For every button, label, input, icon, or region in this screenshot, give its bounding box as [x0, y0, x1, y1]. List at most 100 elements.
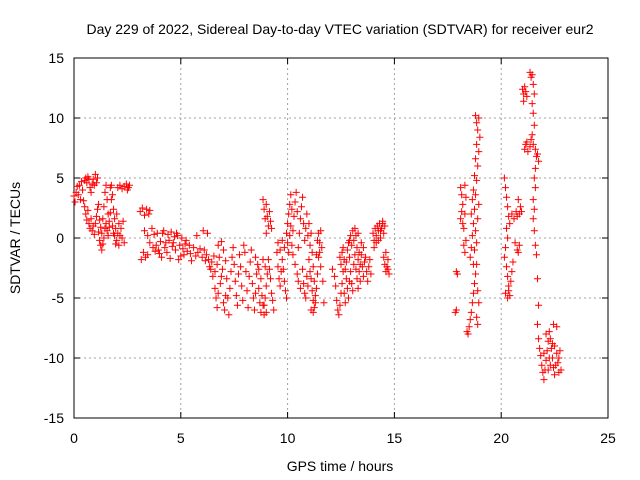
data-point	[218, 265, 226, 273]
data-point	[137, 256, 145, 264]
data-point	[210, 252, 218, 260]
axis-ticks: 0 5 10 15 20 25 -15 -10 -5 0 5 10 15	[44, 50, 616, 446]
data-point	[261, 263, 269, 271]
data-point	[108, 191, 116, 199]
data-point	[384, 265, 392, 273]
data-point	[187, 257, 195, 265]
data-point	[305, 256, 313, 264]
data-point	[550, 320, 558, 328]
data-point	[459, 220, 467, 228]
data-point	[308, 287, 316, 295]
data-point	[532, 251, 540, 259]
data-point	[192, 252, 200, 260]
data-point	[308, 248, 316, 256]
data-point	[106, 209, 114, 217]
data-point	[288, 205, 296, 213]
data-point	[474, 287, 482, 295]
data-point	[85, 220, 93, 228]
data-point	[353, 244, 361, 252]
data-point	[87, 215, 95, 223]
data-point	[83, 216, 91, 224]
data-point	[263, 212, 271, 220]
data-point	[144, 232, 152, 240]
data-point	[107, 181, 115, 189]
data-point	[247, 246, 255, 254]
data-point	[213, 260, 221, 268]
data-point	[534, 275, 542, 283]
data-point	[220, 299, 228, 307]
data-point	[529, 196, 537, 204]
data-point	[267, 217, 275, 225]
data-point	[168, 242, 176, 250]
data-point	[270, 306, 278, 314]
data-point	[516, 203, 524, 211]
data-point	[100, 234, 108, 242]
data-point	[103, 227, 111, 235]
data-point	[194, 248, 202, 256]
data-point	[119, 217, 127, 225]
data-point	[259, 196, 267, 204]
data-point	[166, 254, 174, 262]
data-point	[294, 244, 302, 252]
data-point	[260, 301, 268, 309]
data-point	[148, 224, 156, 232]
data-point	[474, 320, 482, 328]
data-point	[99, 215, 107, 223]
data-point	[349, 287, 357, 295]
y-tick-label: -15	[44, 410, 64, 426]
data-point	[476, 133, 484, 141]
data-point	[290, 212, 298, 220]
data-point	[344, 294, 352, 302]
data-point	[462, 236, 470, 244]
data-point	[143, 205, 151, 213]
data-point	[229, 244, 237, 252]
data-point	[220, 246, 228, 254]
data-point	[253, 270, 261, 278]
data-point	[469, 220, 477, 228]
data-point	[268, 289, 276, 297]
data-point	[274, 263, 282, 271]
data-point	[471, 205, 478, 213]
data-point	[312, 284, 320, 292]
data-point	[314, 236, 322, 244]
data-point	[262, 200, 270, 208]
data-point	[101, 188, 109, 196]
data-point	[215, 253, 223, 261]
data-point	[286, 200, 294, 208]
data-point	[296, 215, 304, 223]
data-point	[535, 157, 543, 165]
data-point	[260, 205, 268, 213]
data-point	[146, 206, 154, 214]
data-point	[196, 245, 204, 253]
data-point	[252, 253, 260, 261]
data-point	[320, 299, 328, 307]
data-point	[181, 240, 189, 248]
data-point	[200, 246, 208, 254]
data-point	[363, 268, 371, 276]
data-point	[530, 121, 538, 129]
data-point	[473, 119, 481, 127]
data-point	[244, 304, 252, 312]
data-point	[469, 186, 477, 194]
data-point	[531, 164, 539, 172]
data-point	[155, 250, 163, 258]
data-point	[262, 308, 270, 316]
data-point	[211, 284, 219, 292]
data-point	[293, 208, 301, 216]
data-point	[267, 275, 275, 283]
data-point	[338, 280, 346, 288]
data-point	[535, 301, 543, 309]
data-point	[536, 344, 544, 352]
data-point	[180, 251, 188, 259]
data-point	[530, 90, 538, 98]
chart-title: Day 229 of 2022, Sidereal Day-to-day VTE…	[86, 21, 593, 37]
data-point	[269, 296, 277, 304]
data-point	[514, 196, 522, 204]
data-point	[530, 174, 538, 182]
data-point	[453, 270, 461, 278]
data-point	[466, 253, 474, 261]
data-point	[81, 203, 89, 211]
data-point	[209, 272, 217, 280]
data-point	[221, 306, 229, 314]
